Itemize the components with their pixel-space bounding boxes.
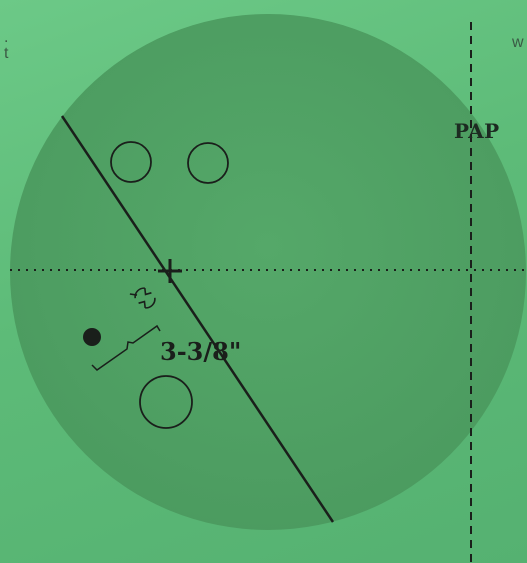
solid-dot-icon	[83, 328, 101, 346]
span-measurement-label: 3-3/8"	[160, 337, 242, 366]
center-cross-icon	[158, 259, 182, 283]
span-bracket	[91, 324, 161, 371]
top-right-text-fragment: w	[512, 34, 524, 51]
diagonal-line	[60, 115, 335, 523]
thumb-hole	[139, 375, 193, 429]
top-left-text-fragment: . t	[4, 29, 9, 62]
finger-hole-right	[187, 142, 229, 184]
finger-hole-left	[110, 141, 152, 183]
pap-label: PAP	[454, 119, 500, 143]
ball-outline	[10, 14, 526, 530]
pin-swirl-icon	[129, 287, 156, 309]
